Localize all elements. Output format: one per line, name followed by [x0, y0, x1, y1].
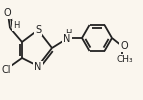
Text: H: H: [65, 30, 71, 38]
Text: CH₃: CH₃: [117, 55, 133, 64]
Text: O: O: [3, 8, 11, 18]
Text: N: N: [63, 34, 71, 44]
Text: O: O: [120, 41, 128, 51]
Text: H: H: [13, 22, 19, 30]
Text: S: S: [35, 25, 41, 35]
Text: N: N: [34, 62, 42, 72]
Text: Cl: Cl: [1, 65, 11, 75]
